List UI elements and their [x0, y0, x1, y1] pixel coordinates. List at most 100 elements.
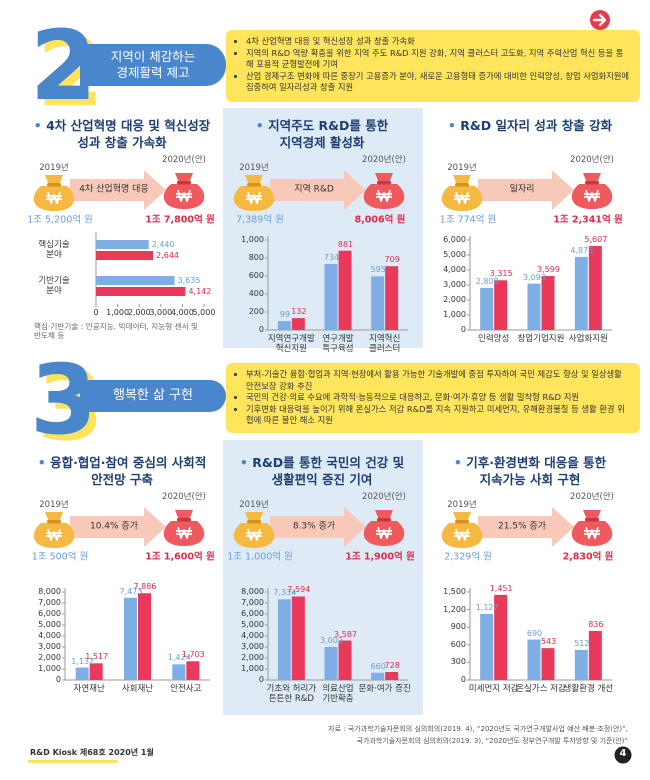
- bar: [371, 672, 385, 680]
- year-to: 2020년(안): [362, 154, 406, 165]
- x-tick-label: 0: [93, 308, 99, 318]
- bar: [338, 640, 352, 680]
- y-tick-label: 1,000: [241, 664, 264, 674]
- amount-from: 7,389억 원: [236, 214, 284, 226]
- amount-from: 1조 500억 원: [31, 551, 89, 563]
- summary-item: 4차 산업혁명 대응 및 혁신성장 성과 창출 가속화: [246, 36, 630, 48]
- won-symbol: [376, 526, 392, 539]
- y-tick-label: 5,000: [443, 250, 466, 260]
- won-symbol: [584, 189, 600, 202]
- x-tick-label: 미세먼지 저감: [468, 684, 519, 694]
- y-tick-label: 2,000: [443, 295, 466, 305]
- money-bag: [33, 175, 75, 211]
- y-tick-label: 2,000: [241, 653, 264, 663]
- value-label: 7,594: [287, 585, 311, 595]
- y-tick-label: 2,000: [38, 653, 61, 663]
- money-bag-tie: [377, 181, 391, 185]
- panel-title: 기후·환경변화 대응을 통한 지속가능 사회 구현: [440, 455, 620, 489]
- value-label: 690: [526, 628, 543, 638]
- arrow-label: 10.4% 증가: [89, 521, 138, 532]
- bar: [277, 599, 291, 680]
- money-bag: [363, 173, 405, 209]
- bar: [541, 276, 555, 330]
- year-to: 2020년(안): [162, 491, 206, 502]
- value-label: 3,002: [320, 636, 343, 646]
- y-tick-label: 0: [55, 675, 61, 685]
- amount-from: 1조 1,000억 원: [227, 551, 293, 563]
- page-number: 4: [619, 748, 627, 759]
- publication: R&D Kiosk 제68호 2020년 1월: [30, 748, 154, 757]
- amount-from: 2,329억 원: [444, 551, 492, 563]
- y-tick-label: 6,000: [443, 235, 466, 245]
- amount-to: 1조 1,600억 원: [145, 551, 215, 563]
- arrow-label: 8.3% 증가: [292, 521, 336, 532]
- bar: [371, 276, 385, 330]
- summary-item: 지역의 R&D 역량 확충을 위한 지역 주도 R&D 지원 강화, 지역 클러…: [246, 48, 630, 71]
- y-tick-label: 0: [460, 675, 466, 685]
- y-tick-label: 0: [258, 325, 264, 335]
- money-bag: [163, 173, 205, 209]
- money-bag-tie: [247, 520, 261, 524]
- won-symbol: [454, 191, 470, 204]
- bar: [89, 663, 103, 680]
- y-tick-label: 1,500: [443, 587, 466, 597]
- summary-item: 국민의 건강·의료 수요에 과학적·능동적으로 대응하고, 문화·여가·휴양 등…: [246, 392, 630, 404]
- publication-underline: [28, 760, 118, 763]
- bar: [75, 667, 89, 680]
- next-icon[interactable]: [590, 10, 610, 30]
- panel-title: 4차 산업혁명 대응 및 혁신성장 성과 창출 가속화: [32, 118, 212, 152]
- won-symbol: [176, 189, 192, 202]
- value-label: 709: [384, 255, 400, 265]
- value-label: 7,334: [273, 588, 297, 598]
- x-tick-label: 기초와 허리가 튼튼한 R&D: [266, 684, 317, 705]
- won-symbol: [46, 191, 62, 204]
- value-label: 3,635: [177, 275, 201, 285]
- x-tick-label: 온실가스 저감: [516, 684, 566, 694]
- bar: [96, 287, 186, 296]
- bar: [494, 594, 508, 680]
- money-bag: [233, 512, 275, 548]
- bar: [385, 266, 399, 330]
- money-bag: [571, 510, 613, 546]
- value-label: 1,132: [71, 656, 95, 666]
- y-tick-label: 6,000: [38, 609, 61, 619]
- y-tick-label: 0: [460, 325, 466, 335]
- value-label: 2,440: [151, 239, 175, 249]
- y-tick-label: 3,000: [38, 642, 61, 652]
- bar: [385, 671, 399, 680]
- money-bag-tie: [377, 518, 391, 522]
- x-tick-label: 의료산업 기반확충: [322, 684, 354, 705]
- money-bag-neck: [453, 512, 471, 522]
- y-tick-label: 7,000: [38, 598, 61, 608]
- money-bag-tie: [177, 518, 191, 522]
- won-symbol: [454, 528, 470, 541]
- summary-list: 부처-기술간 융합·협업과 지역·현장에서 활용 가능한 기술개발에 중점 투자…: [232, 369, 630, 427]
- money-bag-tie: [247, 183, 261, 187]
- value-label: 2,808: [475, 277, 499, 287]
- x-tick-label: 4,000: [170, 308, 194, 318]
- money-bag-tie: [47, 520, 61, 524]
- arrow-label: 4차 산업혁명 대응: [79, 184, 149, 195]
- year-from: 2019년: [39, 162, 69, 173]
- y-tick-label: 800: [248, 253, 264, 263]
- growth-arrow: [270, 507, 366, 547]
- value-label: 595: [370, 265, 386, 275]
- next-icon-arrow[interactable]: [592, 13, 607, 27]
- y-tick-label: 4,000: [443, 265, 466, 275]
- year-from: 2019년: [447, 499, 477, 510]
- amount-from: 1조 774억 원: [439, 214, 497, 226]
- y-tick-label: 1,000: [443, 310, 466, 320]
- bar: [324, 263, 338, 330]
- source-line: 국가과학기술자문회의 심의회의(2019. 3), “2020년도 정부연구개발…: [356, 737, 628, 745]
- amount-to: 2,830억 원: [562, 551, 614, 563]
- x-tick-label: 연구개발 특구육성: [322, 334, 354, 355]
- x-tick-label: 2,000: [127, 308, 151, 318]
- growth-arrow: [70, 170, 166, 210]
- x-tick-label: 1,000: [106, 308, 130, 318]
- x-tick-label: 창업기업지원: [517, 334, 565, 344]
- x-tick-label: 5,000: [192, 308, 216, 318]
- bar: [96, 240, 149, 249]
- y-tick-label: 600: [248, 271, 264, 281]
- growth-arrow: [478, 170, 574, 210]
- year-to: 2020년(안): [362, 491, 406, 502]
